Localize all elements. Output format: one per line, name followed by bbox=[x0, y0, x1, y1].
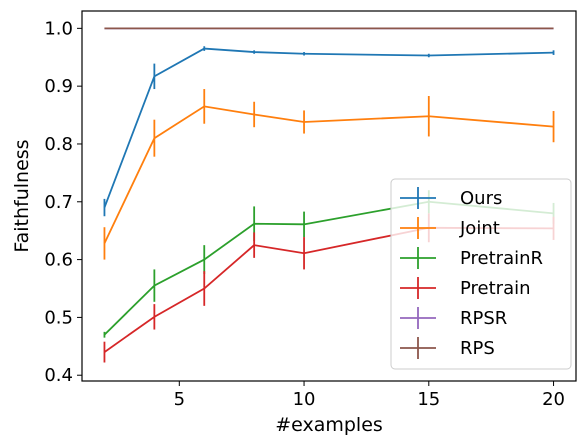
y-tick-label: 1.0 bbox=[44, 18, 73, 39]
legend-label-rpsr: RPSR bbox=[460, 308, 507, 329]
y-axis-label: Faithfulness bbox=[11, 139, 33, 252]
plot-frame bbox=[81, 10, 577, 382]
series-layer bbox=[103, 27, 555, 363]
x-tick-label: 5 bbox=[174, 389, 185, 410]
legend-label-pretrain: Pretrain bbox=[460, 278, 531, 299]
y-tick-label: 0.5 bbox=[44, 307, 73, 328]
x-axis-label: #examples bbox=[275, 414, 383, 436]
x-tick-label: 20 bbox=[542, 389, 565, 410]
tick-layer: 5 10 15 20 0.4 0.5 0.6 0.7 0.8 0.9 1.0 bbox=[44, 18, 565, 410]
x-tick-label: 10 bbox=[293, 389, 316, 410]
legend-box bbox=[390, 178, 572, 370]
y-tick-label: 0.6 bbox=[44, 250, 73, 271]
legend: Ours Joint PretrainR Pretrain RPSR RPS bbox=[390, 178, 572, 370]
legend-label-ours: Ours bbox=[460, 188, 502, 209]
legend-label-rps: RPS bbox=[460, 338, 495, 359]
legend-label-joint: Joint bbox=[459, 218, 500, 239]
y-tick-label: 0.8 bbox=[44, 134, 73, 155]
x-tick-label: 15 bbox=[417, 389, 440, 410]
y-tick-label: 0.7 bbox=[44, 192, 73, 213]
y-tick-label: 0.9 bbox=[44, 76, 73, 97]
series-ours bbox=[103, 46, 555, 217]
y-tick-label: 0.4 bbox=[44, 365, 73, 386]
legend-label-pretrainr: PretrainR bbox=[460, 248, 543, 269]
series-joint bbox=[103, 89, 555, 260]
